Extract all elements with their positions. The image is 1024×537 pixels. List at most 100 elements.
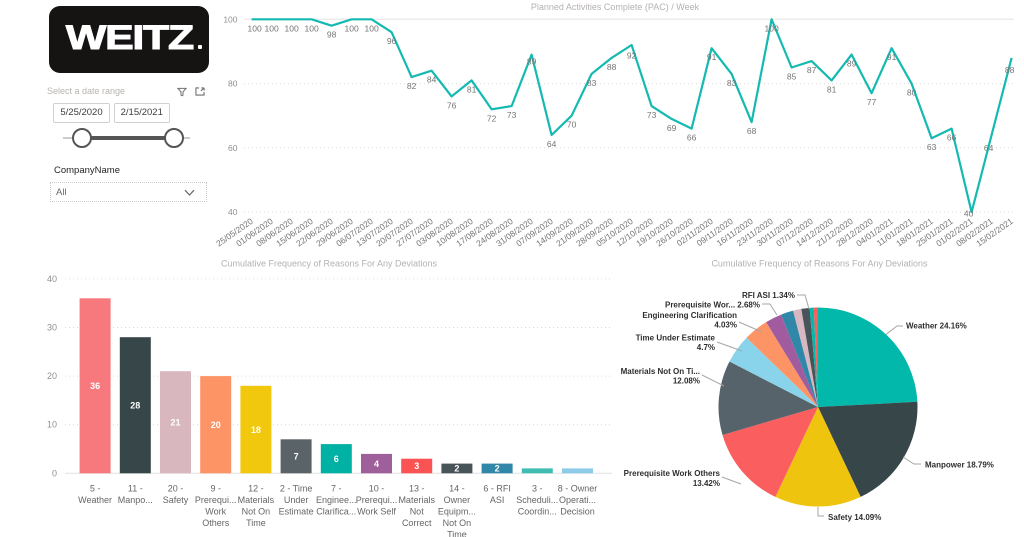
svg-text:73: 73: [507, 110, 517, 120]
svg-text:20 -: 20 -: [168, 484, 184, 494]
svg-text:ASI: ASI: [490, 495, 505, 505]
svg-text:64: 64: [547, 139, 557, 149]
svg-text:89: 89: [847, 59, 857, 69]
svg-text:Prerequi...: Prerequi...: [356, 495, 398, 505]
svg-text:21: 21: [170, 418, 180, 428]
svg-text:100: 100: [248, 23, 262, 33]
svg-text:4.7%: 4.7%: [697, 343, 715, 352]
svg-text:Owner: Owner: [444, 495, 471, 505]
svg-text:Work Self: Work Self: [357, 507, 396, 517]
svg-text:66: 66: [687, 133, 697, 143]
svg-text:Under: Under: [284, 495, 309, 505]
svg-text:82: 82: [407, 81, 417, 91]
svg-text:91: 91: [707, 52, 717, 62]
svg-text:Time: Time: [447, 530, 467, 537]
svg-text:10 -: 10 -: [369, 484, 385, 494]
svg-text:64: 64: [984, 143, 994, 153]
svg-text:Time: Time: [246, 518, 266, 528]
svg-text:Prerequisite Work Others: Prerequisite Work Others: [624, 469, 721, 478]
svg-text:RFI ASI 1.34%: RFI ASI 1.34%: [742, 291, 795, 300]
svg-text:80: 80: [907, 88, 917, 98]
svg-text:Scheduli...: Scheduli...: [516, 495, 558, 505]
svg-text:2 - Time: 2 - Time: [280, 484, 313, 494]
svg-text:Safety 14.09%: Safety 14.09%: [828, 513, 881, 522]
svg-text:98: 98: [327, 30, 337, 40]
svg-text:6: 6: [334, 454, 339, 464]
svg-text:Prerequisite Wor... 2.68%: Prerequisite Wor... 2.68%: [665, 301, 760, 310]
svg-text:40: 40: [964, 209, 974, 219]
svg-text:70: 70: [567, 120, 577, 130]
svg-text:Safety: Safety: [163, 495, 189, 505]
svg-text:100: 100: [305, 23, 319, 33]
svg-text:14 -: 14 -: [449, 484, 465, 494]
svg-text:100: 100: [365, 23, 379, 33]
svg-text:76: 76: [447, 100, 457, 110]
svg-text:Not On: Not On: [443, 518, 472, 528]
svg-text:Others: Others: [202, 518, 230, 528]
svg-text:13.42%: 13.42%: [693, 479, 720, 488]
svg-text:72: 72: [487, 113, 497, 123]
svg-text:36: 36: [90, 381, 100, 391]
svg-text:83: 83: [727, 78, 737, 88]
svg-text:10: 10: [47, 420, 57, 430]
svg-text:85: 85: [787, 72, 797, 82]
svg-text:Correct: Correct: [402, 518, 432, 528]
svg-text:Work: Work: [205, 507, 226, 517]
svg-text:3: 3: [414, 461, 419, 471]
svg-text:91: 91: [887, 52, 897, 62]
svg-text:81: 81: [467, 84, 477, 94]
svg-text:5 -: 5 -: [90, 484, 101, 494]
svg-text:Prerequi...: Prerequi...: [195, 495, 237, 505]
svg-text:Not On: Not On: [242, 507, 271, 517]
svg-text:Time Under Estimate: Time Under Estimate: [636, 334, 716, 343]
svg-text:Operati...: Operati...: [559, 495, 596, 505]
svg-text:63: 63: [927, 142, 937, 152]
svg-text:13 -: 13 -: [409, 484, 425, 494]
svg-text:12 -: 12 -: [248, 484, 264, 494]
svg-text:Decision: Decision: [560, 507, 595, 517]
svg-text:28: 28: [130, 400, 140, 410]
svg-text:77: 77: [867, 97, 877, 107]
svg-text:12.08%: 12.08%: [673, 377, 700, 386]
svg-text:Equipm...: Equipm...: [438, 507, 476, 517]
svg-text:87: 87: [807, 65, 817, 75]
svg-text:6 - RFI: 6 - RFI: [483, 484, 511, 494]
svg-text:11 -: 11 -: [128, 484, 143, 494]
svg-text:100: 100: [765, 23, 779, 33]
svg-text:Cumulative Frequency of Reason: Cumulative Frequency of Reasons For Any …: [221, 259, 438, 269]
svg-text:2: 2: [454, 464, 459, 474]
svg-text:92: 92: [627, 51, 637, 61]
svg-text:Materials: Materials: [398, 495, 435, 505]
svg-text:Engineering Clarification: Engineering Clarification: [642, 311, 737, 320]
svg-text:Cumulative Frequency of Reason: Cumulative Frequency of Reasons For Any …: [711, 259, 928, 269]
svg-text:20: 20: [211, 420, 221, 430]
svg-text:Weather 24.16%: Weather 24.16%: [906, 322, 967, 331]
svg-text:0: 0: [52, 468, 57, 478]
svg-text:80: 80: [228, 79, 238, 89]
svg-text:Estimate: Estimate: [279, 507, 314, 517]
svg-text:Enginee...: Enginee...: [316, 495, 357, 505]
svg-text:100: 100: [265, 23, 279, 33]
svg-text:84: 84: [427, 75, 437, 85]
svg-text:66: 66: [947, 133, 957, 143]
svg-text:Manpo...: Manpo...: [118, 495, 153, 505]
svg-text:100: 100: [285, 23, 299, 33]
svg-text:100: 100: [223, 14, 237, 24]
svg-text:30: 30: [47, 323, 57, 333]
svg-text:Materials Not On Ti...: Materials Not On Ti...: [621, 367, 700, 376]
svg-text:96: 96: [387, 36, 397, 46]
svg-text:Manpower 18.79%: Manpower 18.79%: [925, 461, 994, 470]
svg-text:3 -: 3 -: [532, 484, 543, 494]
svg-text:88: 88: [1005, 65, 1015, 75]
svg-text:Weather: Weather: [78, 495, 112, 505]
svg-text:Clarifica...: Clarifica...: [316, 507, 356, 517]
svg-text:60: 60: [228, 143, 238, 153]
svg-text:88: 88: [607, 62, 617, 72]
svg-text:69: 69: [667, 123, 677, 133]
svg-text:83: 83: [587, 78, 597, 88]
svg-text:Coordin...: Coordin...: [518, 507, 557, 517]
svg-text:8 - Owner: 8 - Owner: [558, 484, 598, 494]
svg-text:89: 89: [527, 57, 537, 67]
svg-text:7: 7: [294, 452, 299, 462]
svg-text:68: 68: [747, 126, 757, 136]
